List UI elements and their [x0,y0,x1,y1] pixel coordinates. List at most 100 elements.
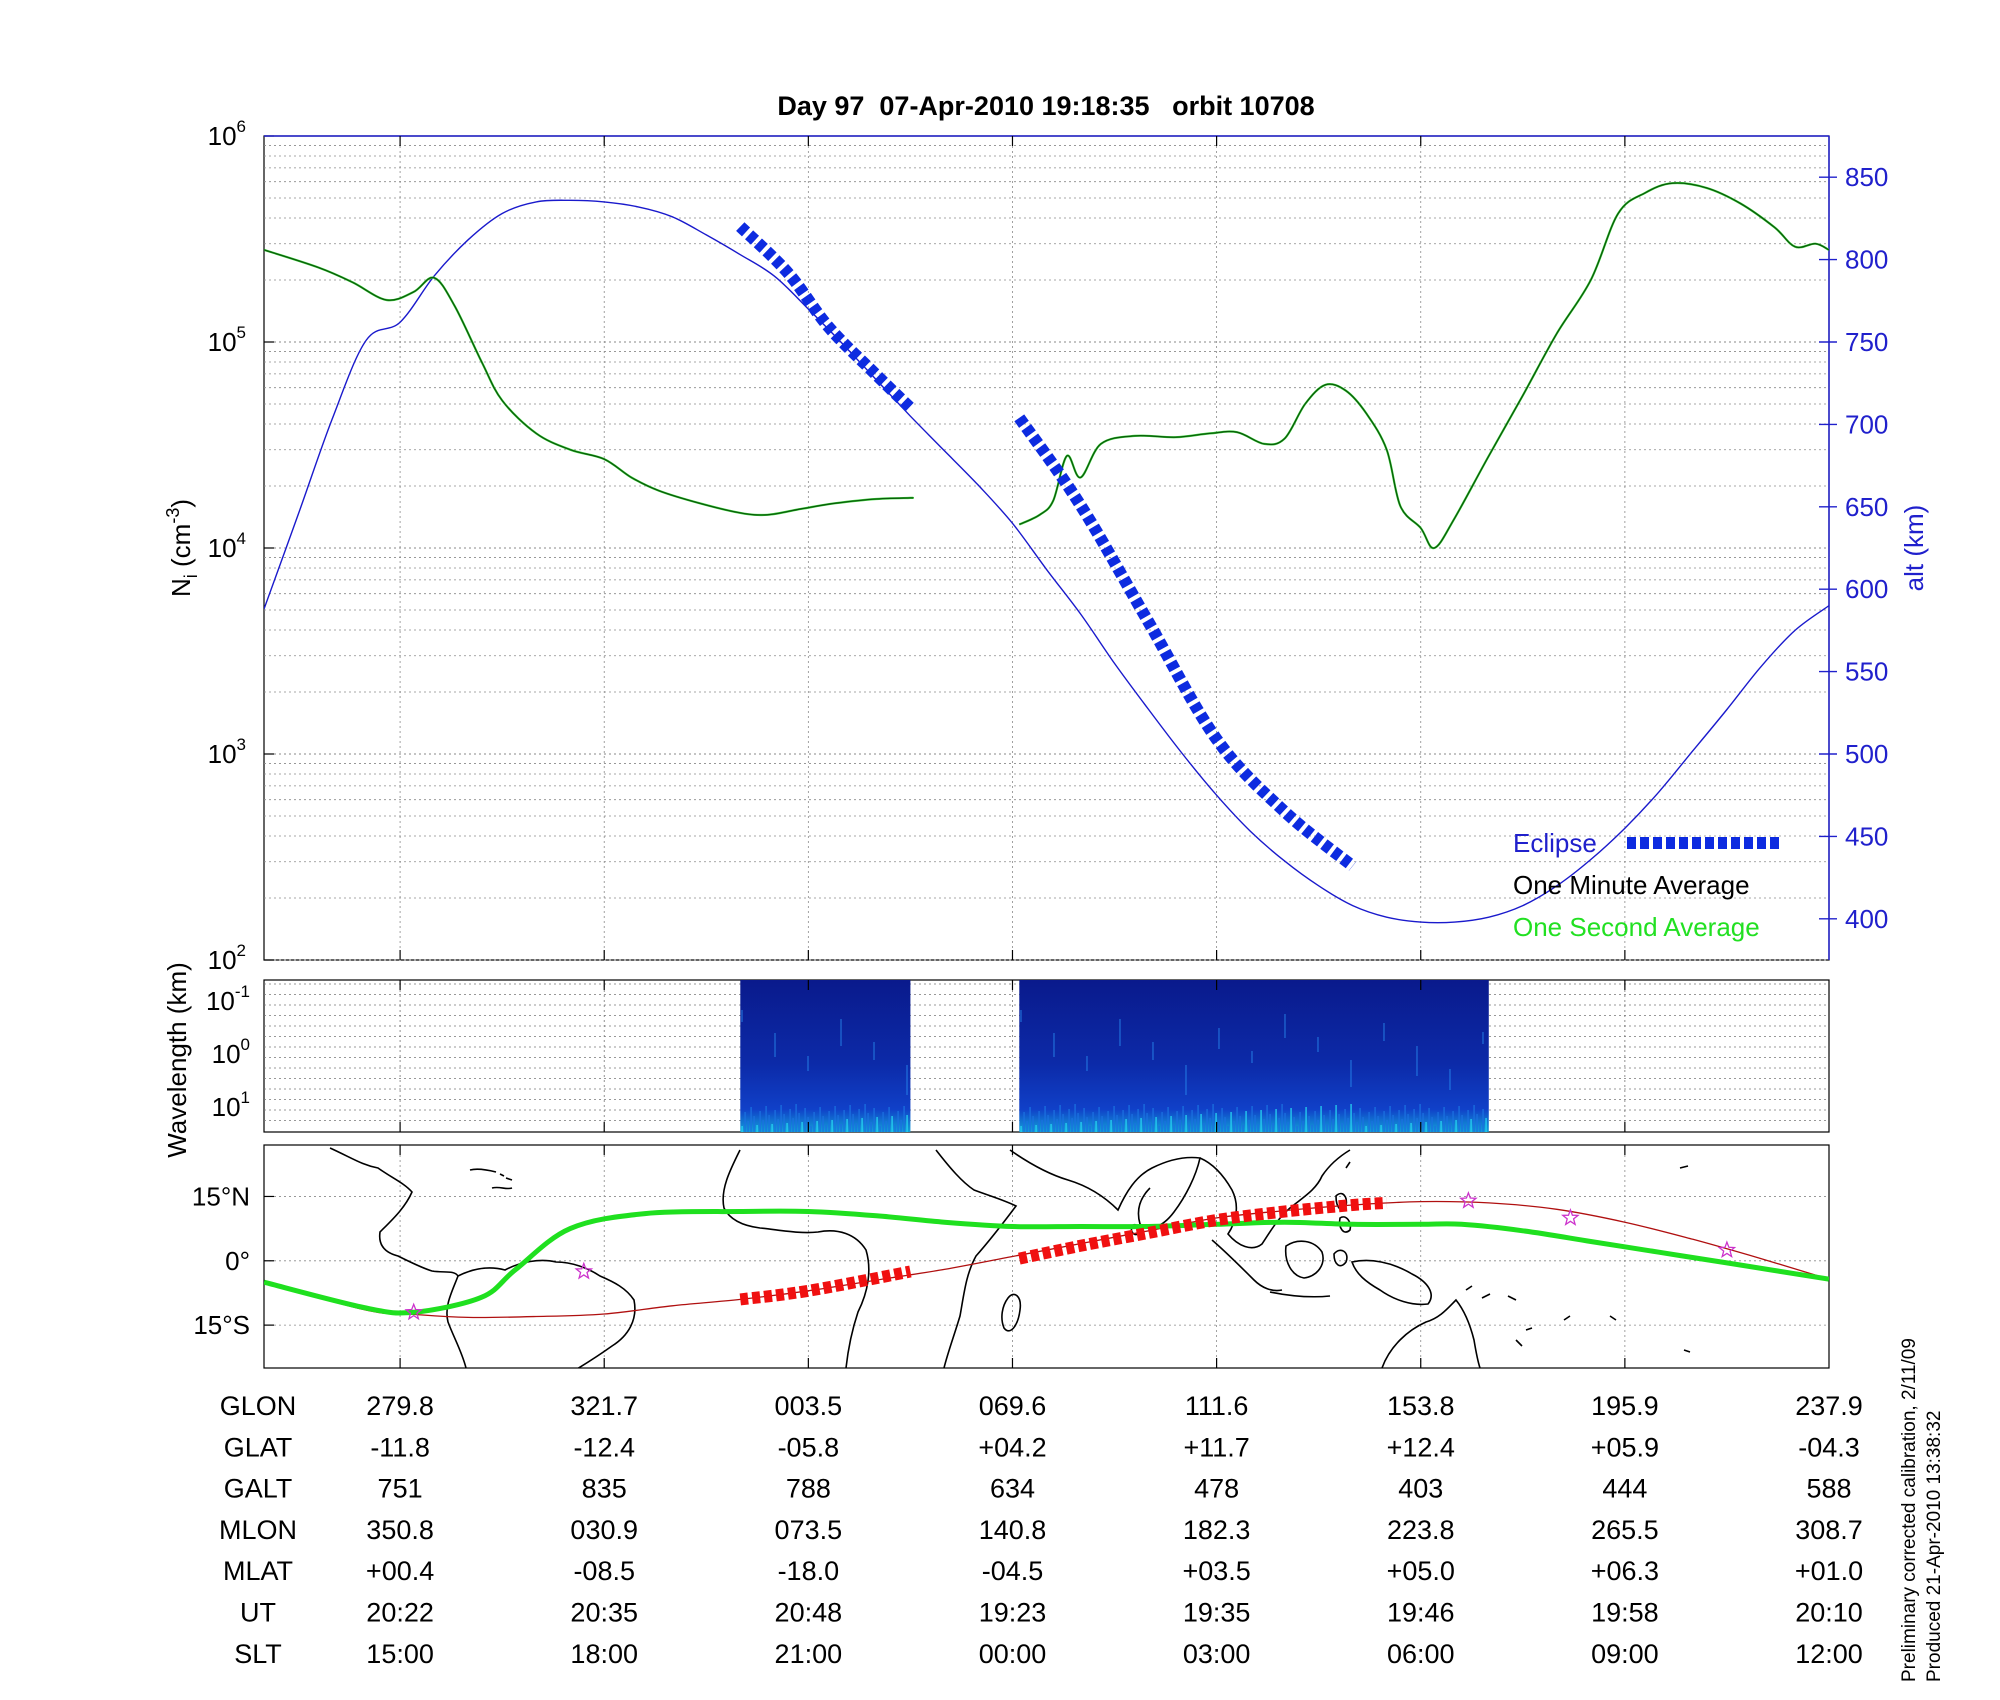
spectrogram-streak [906,1115,908,1132]
eclipse-segment [1014,414,1357,871]
density-curves [264,181,1829,550]
table-cell: 19:46 [1387,1598,1455,1628]
spectrogram-streak [1182,1106,1184,1132]
table-cell: +04.2 [978,1432,1046,1462]
spectrogram-streak [1476,1114,1478,1132]
table-cell: +00.4 [366,1556,434,1586]
spectrogram-streak [894,1125,896,1132]
density-panel: 102 103 104 105 106 400 450 500 550 600 650 700 750… [163,117,1929,975]
legend-eclipse-label: Eclipse [1513,828,1597,858]
spectrogram-streak [849,1105,851,1132]
spectrogram-streak [1314,1111,1316,1132]
spectrogram-streak [1356,1122,1358,1132]
spectrogram-streak [756,1125,758,1132]
density-minute-line [264,249,914,516]
spectrogram-streak [1122,1110,1124,1132]
spectrogram-y-axis: 10-1 100 101 [206,982,250,1122]
spectrogram-streak [831,1120,833,1132]
coastline-caribbean [469,1168,513,1190]
spectrogram-streak [1254,1115,1256,1132]
spectrogram-streak [798,1113,800,1132]
coastlines [329,1147,1691,1368]
spectrogram-streak [861,1118,863,1132]
table-cell: 030.9 [570,1515,638,1545]
spectrogram-streak [1137,1109,1139,1132]
table-cell: 788 [786,1474,831,1504]
spectrogram-streak [1218,1028,1220,1049]
spectrogram-streak [1326,1124,1328,1132]
table-cell: 19:35 [1183,1598,1251,1628]
spectrogram-streak [1302,1121,1304,1132]
spectrogram-streak [1251,1106,1253,1132]
spectrogram-streak [873,1108,875,1132]
spectrogram-streak [1482,1032,1484,1044]
table-cell: 195.9 [1591,1391,1659,1421]
spectrogram-streak [1287,1122,1289,1132]
spectrogram-streak [1296,1126,1298,1132]
spectrogram-streak [1416,1046,1418,1076]
spectrogram-block [740,980,911,1132]
spectrogram-streak [1377,1116,1379,1132]
coastline-africa [722,1149,1018,1368]
spectrogram-streak [906,1065,908,1095]
spectrogram-streak [1485,1118,1487,1132]
table-cell: 223.8 [1387,1515,1455,1545]
spectrogram-streak [1101,1116,1103,1132]
spectrogram-streak [1113,1106,1115,1132]
map-y-tick-label: 0° [225,1246,250,1276]
spectrogram-streak [873,1042,875,1060]
spectrogram-streak [1317,1037,1319,1052]
spectrogram-streak [1290,1108,1292,1132]
table-cell: 751 [378,1474,423,1504]
spectrogram-streak [1323,1115,1325,1132]
chart-title: Day 97 07-Apr-2010 19:18:35 orbit 10708 [777,91,1314,121]
map-eclipse-segment [1018,1196,1388,1265]
spectrogram-streak [1383,1023,1385,1041]
spectrogram-streak [1473,1105,1475,1132]
spectrogram-streak [1239,1116,1241,1132]
table-cell: 20:10 [1795,1598,1863,1628]
spectrogram-streak [1179,1120,1181,1132]
spec-tick-label: 100 [212,1035,250,1069]
spectrogram-streak [1152,1108,1154,1132]
spectrogram-streak [1353,1113,1355,1132]
map-y-axis: 15°N 0° 15°S [192,1181,274,1340]
coastline-southeast-asia [1199,1149,1351,1249]
table-row-label: MLON [219,1515,297,1545]
coastline-americas-north [329,1147,459,1277]
eclipse-segment [736,222,915,413]
spectrogram-streak [1320,1106,1322,1132]
spectrogram-streak [1281,1104,1283,1132]
spectrogram-streak [1374,1107,1376,1132]
spectrogram-streak [1428,1108,1430,1132]
table-cell: +06.3 [1591,1556,1659,1586]
spectrogram-streak [1284,1014,1286,1038]
y2-tick-label: 750 [1845,327,1888,357]
y-tick-label: 106 [208,117,246,151]
spectrogram-streak [1398,1110,1400,1132]
spectrogram-streak [888,1107,890,1132]
table-cell: +05.0 [1387,1556,1455,1586]
y2-tick-label: 600 [1845,574,1888,604]
spectrogram-streak [1140,1118,1142,1132]
spectrogram-streak [1245,1111,1247,1132]
spectrogram-streak [1452,1111,1454,1132]
spectrogram-streak [903,1106,905,1132]
spectrogram-streak [1119,1019,1121,1046]
spectrogram-streak [855,1123,857,1132]
spectrogram-streak [804,1108,806,1132]
spectrogram-streak [1023,1112,1025,1132]
spectrogram-streak [1422,1113,1424,1132]
spectrogram-streak [1341,1123,1343,1132]
map-eclipse-segment [739,1265,912,1306]
spectrogram-streak [1074,1104,1076,1132]
table-cell: 308.7 [1795,1515,1863,1545]
spectrogram-streak [1086,1117,1088,1132]
spectrogram-streak [1035,1125,1037,1132]
map-eclipse-markers [739,1196,1388,1306]
spectrogram-streak [1242,1125,1244,1132]
spectrogram-streak [1197,1105,1199,1132]
density-left-axis: 102 103 104 105 106 [208,117,274,975]
table-row-label: GLON [220,1391,297,1421]
altitude-y-label: alt (km) [1899,505,1929,592]
